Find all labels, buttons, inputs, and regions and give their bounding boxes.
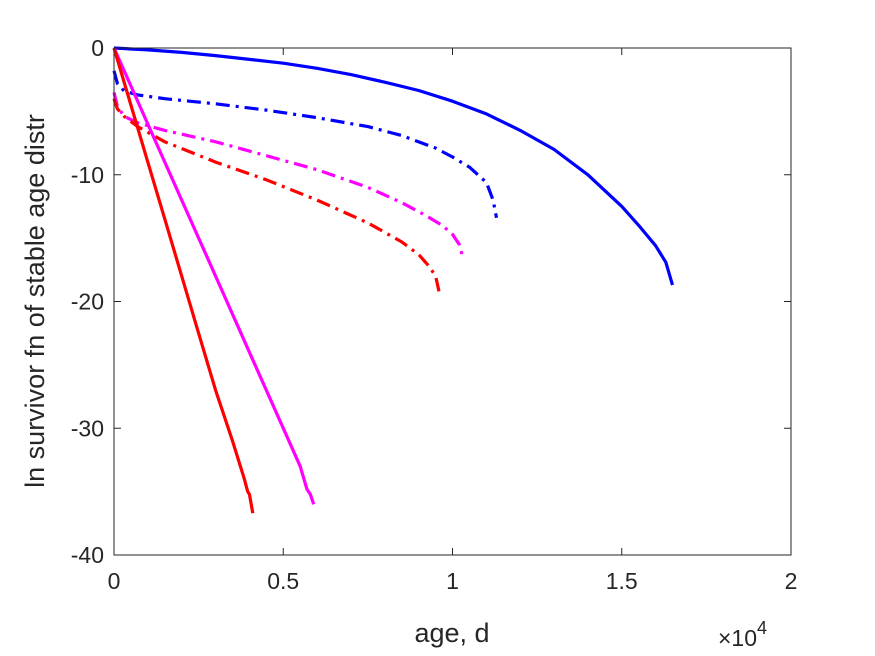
series-line-2 xyxy=(112,70,499,219)
x-tick-label: 2 xyxy=(785,568,798,594)
x-tick-label: 0.5 xyxy=(267,568,299,594)
x-axis-label: age, d xyxy=(414,618,489,648)
y-tick-label: -20 xyxy=(71,289,104,315)
plot-frame xyxy=(113,47,792,556)
y-axis-label: ln survivor fn of stable age distr xyxy=(20,114,50,488)
y-tick-label: -40 xyxy=(71,542,104,568)
series-line-4 xyxy=(112,98,441,292)
x-axis-multiplier: ×104 xyxy=(718,618,767,651)
series-line-1 xyxy=(113,46,675,286)
plot-background xyxy=(114,48,791,555)
series-layer xyxy=(112,46,675,514)
x-tick-label: 0 xyxy=(108,568,121,594)
series-line-3 xyxy=(112,92,465,258)
x-tick-label: 1 xyxy=(446,568,459,594)
y-tick-label: -10 xyxy=(71,162,104,188)
y-tick-label: -30 xyxy=(71,415,104,441)
series-line-5 xyxy=(112,47,316,505)
x-axis-multiplier-exponent: 4 xyxy=(757,618,767,638)
series-line-6 xyxy=(112,47,255,514)
x-tick-label: 1.5 xyxy=(606,568,638,594)
y-tick-label: 0 xyxy=(91,35,104,61)
